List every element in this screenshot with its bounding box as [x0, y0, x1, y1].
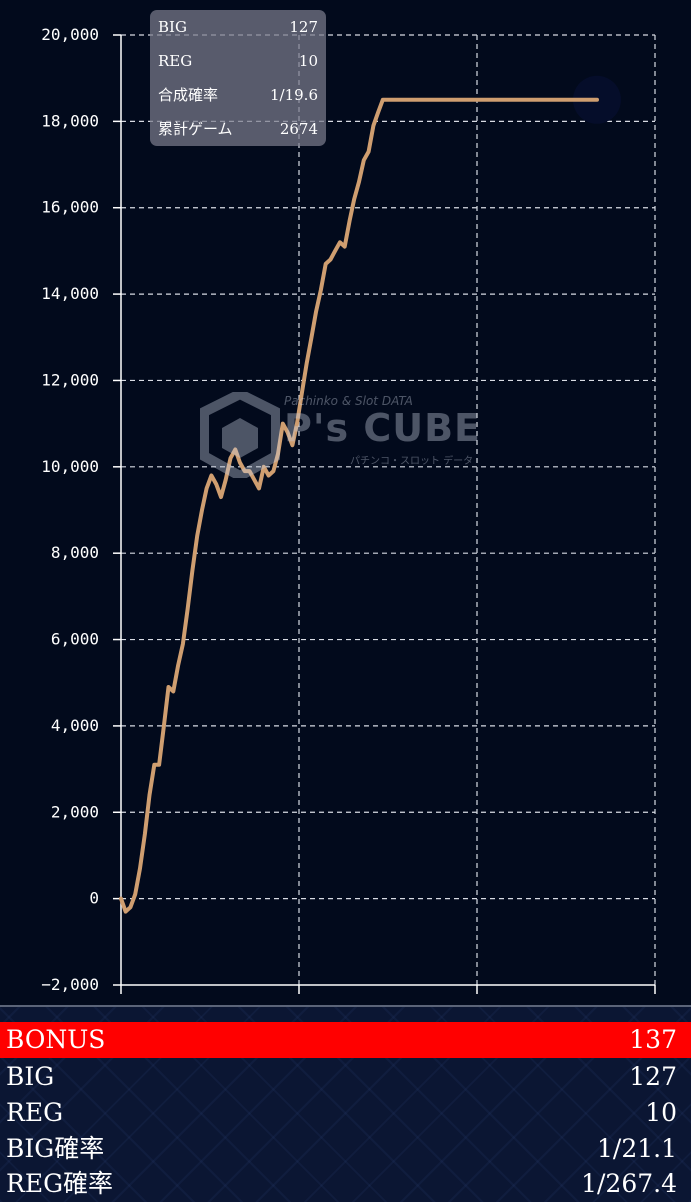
watermark-caption: パチンコ・スロット データ: [350, 456, 474, 467]
stats-label: BIG確率: [6, 1134, 105, 1163]
stats-value: 1/21.1: [597, 1134, 677, 1163]
stats-label: BIG: [6, 1062, 55, 1091]
y-tick-label: 18,000: [41, 111, 99, 130]
y-tick-label: 16,000: [41, 198, 99, 217]
y-tick-label: 12,000: [41, 370, 99, 389]
stats-value: 10: [645, 1098, 677, 1127]
summary-tooltip: BIG 127 REG 10 合成確率 1/19.6 累計ゲーム 2674: [150, 10, 326, 146]
stats-value: 137: [629, 1025, 677, 1054]
summary-value: 1/19.6: [270, 86, 318, 104]
y-tick-label: 4,000: [51, 716, 99, 735]
slump-graph: 20,000 18,000 16,000 14,000 12,000 10,000 8,00…: [41, 25, 656, 994]
y-tick-label: 10,000: [41, 457, 99, 476]
stats-label: REG: [6, 1098, 64, 1127]
summary-label: REG: [158, 52, 193, 70]
watermark-subtitle: Pachinko & Slot DATA: [284, 394, 413, 408]
summary-value: 10: [298, 52, 318, 70]
stats-row-reg: REG 10: [0, 1095, 691, 1131]
stats-value: 127: [629, 1062, 677, 1091]
summary-value: 2674: [279, 120, 318, 138]
summary-row: REG 10: [158, 44, 318, 78]
summary-row: 合成確率 1/19.6: [158, 78, 318, 112]
stats-row-reg-probability: REG確率 1/267.4: [0, 1166, 691, 1202]
summary-row: 累計ゲーム 2674: [158, 112, 318, 146]
y-tick-label: 14,000: [41, 284, 99, 303]
stats-label: REG確率: [6, 1169, 114, 1198]
y-tick-label: −2,000: [41, 975, 99, 994]
chart-area: 20,000 18,000 16,000 14,000 12,000 10,000 8,00…: [41, 10, 656, 994]
y-tick-label: 0: [89, 889, 99, 908]
summary-label: 累計ゲーム: [158, 120, 233, 138]
stats-row-big: BIG 127: [0, 1059, 691, 1095]
summary-value: 127: [289, 18, 318, 36]
stats-value: 1/267.4: [581, 1169, 677, 1198]
y-tick-label: 2,000: [51, 802, 99, 821]
data-series-line: [119, 97, 599, 914]
stats-row-big-probability: BIG確率 1/21.1: [0, 1131, 691, 1167]
stats-row-bonus: BONUS 137: [0, 1022, 691, 1058]
summary-row: BIG 127: [158, 10, 318, 44]
summary-label: BIG: [158, 18, 187, 36]
cube-logo-icon: [200, 392, 280, 478]
summary-label: 合成確率: [158, 86, 219, 104]
y-tick-label: 6,000: [51, 630, 99, 649]
stats-label: BONUS: [6, 1025, 106, 1054]
stats-panel: BONUS 137 BIG 127 REG 10 BIG確率 1/21.1 RE…: [0, 1005, 691, 1202]
y-tick-label: 8,000: [51, 543, 99, 562]
watermark: Pachinko & Slot DATA P's CUBE パチンコ・スロット …: [200, 390, 490, 480]
watermark-title: P's CUBE: [284, 406, 481, 450]
y-tick-label: 20,000: [41, 25, 99, 44]
